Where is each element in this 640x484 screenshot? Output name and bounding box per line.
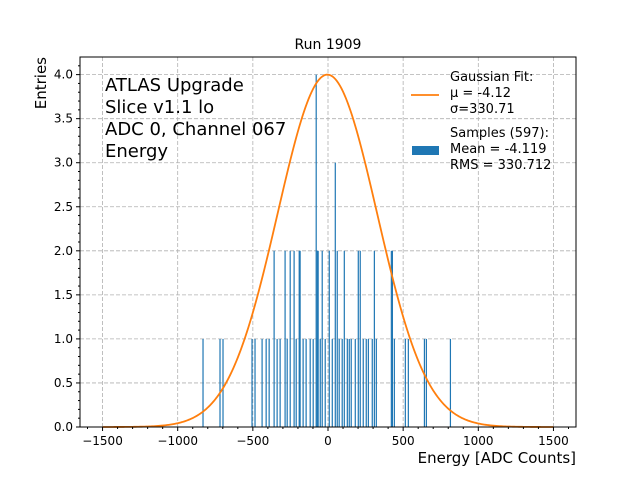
histogram-bar: [222, 338, 224, 427]
legend-fit-label: σ=330.71: [450, 102, 515, 117]
histogram-bar: [302, 338, 304, 427]
histogram-bar: [251, 338, 253, 427]
histogram-bar: [348, 338, 350, 427]
y-tick-label: 2.5: [54, 200, 73, 214]
histogram-bar: [391, 250, 394, 427]
histogram-bar: [357, 250, 359, 427]
histogram-bar: [328, 250, 330, 427]
legend: Gaussian Fit: μ = -4.12 σ=330.71 Samples …: [411, 70, 551, 173]
histogram-bar: [346, 338, 348, 427]
histogram-bar: [309, 338, 311, 427]
legend-samples-label: Mean = -4.119: [450, 142, 546, 157]
chart-title: Run 1909: [295, 37, 362, 53]
histogram-bar: [375, 338, 377, 427]
annotation-line: ATLAS Upgrade: [105, 75, 244, 96]
x-tick-label: 500: [392, 434, 415, 448]
histogram-bar: [265, 338, 267, 427]
y-tick-label: 0.0: [54, 420, 73, 434]
y-tick-label: 1.5: [54, 288, 73, 302]
histogram-bar: [279, 338, 281, 427]
histogram-bar: [319, 338, 321, 427]
y-tick-label: 0.5: [54, 376, 73, 390]
histogram-bar: [367, 338, 369, 427]
x-tick-label: −1500: [82, 434, 123, 448]
x-axis-ticks: −1500 −1000 −500 0 500 1000 1500: [82, 427, 569, 448]
grid: [80, 57, 576, 428]
histogram-bar: [316, 250, 318, 427]
histogram-bar: [202, 338, 204, 427]
legend-samples-patch-icon: [412, 146, 439, 155]
histogram-bar: [425, 338, 427, 427]
histogram-bar: [268, 338, 270, 427]
histogram-bar: [289, 250, 291, 427]
histogram-bar: [371, 338, 373, 427]
histogram-bar: [219, 338, 221, 427]
x-tick-label: −500: [236, 434, 269, 448]
histogram-bar: [324, 338, 326, 427]
histogram-bar: [449, 338, 452, 427]
histogram-bar: [286, 338, 288, 427]
histogram-bar: [317, 250, 319, 427]
legend-fit-label: Gaussian Fit:: [450, 70, 533, 85]
histogram-bar: [407, 338, 409, 427]
histogram-bar: [273, 250, 275, 427]
histogram-bar: [362, 338, 364, 427]
histogram-bar: [261, 338, 263, 427]
annotation-line: Energy: [105, 141, 168, 162]
histogram-bar: [276, 338, 278, 427]
histogram-bar: [350, 338, 352, 427]
y-tick-label: 3.5: [54, 112, 73, 126]
histogram-bar: [331, 338, 333, 427]
histogram-bar: [336, 250, 338, 427]
histogram-bar: [359, 250, 361, 427]
y-tick-label: 4.0: [54, 68, 73, 82]
histogram-bar: [338, 338, 340, 427]
histogram-bar: [334, 162, 336, 427]
x-axis-label: Energy [ADC Counts]: [418, 449, 576, 467]
histogram-bar: [393, 338, 395, 427]
legend-fit-label: μ = -4.12: [450, 86, 511, 101]
histogram-bar: [343, 250, 345, 427]
annotation-line: ADC 0, Channel 067: [105, 119, 286, 140]
histogram-bar: [298, 250, 300, 427]
histogram-bar: [321, 250, 323, 427]
legend-samples-label: Samples (597):: [450, 126, 549, 141]
x-tick-label: 1000: [463, 434, 494, 448]
histogram-bar: [312, 338, 314, 427]
histogram-bar: [354, 338, 356, 427]
gaussian-fit-curve: [102, 73, 554, 428]
histogram-bars: [202, 74, 452, 427]
histogram-bar: [295, 338, 297, 427]
y-axis-ticks: 0.0 0.5 1.0 1.5 2.0 2.5 3.0 3.5 4.0: [54, 65, 80, 434]
histogram-bar: [305, 338, 307, 427]
histogram-bar: [373, 250, 375, 427]
y-tick-label: 2.0: [54, 244, 73, 258]
histogram-bar: [365, 338, 367, 427]
x-tick-label: 0: [324, 434, 332, 448]
y-axis-label: Entries: [32, 57, 50, 109]
x-tick-label: −1000: [157, 434, 198, 448]
legend-samples-label: RMS = 330.712: [450, 158, 551, 173]
histogram-bar: [423, 338, 426, 427]
annotation-line: Slice v1.1 lo: [105, 97, 214, 118]
x-tick-label: 1500: [538, 434, 569, 448]
histogram-bar: [293, 250, 295, 427]
histogram-bar: [315, 74, 317, 427]
histogram-bar: [299, 250, 301, 427]
histogram-bar: [284, 250, 286, 427]
histogram-bar: [341, 338, 343, 427]
histogram-bar: [254, 338, 256, 427]
histogram-bar: [404, 338, 406, 427]
histogram-bar: [390, 250, 392, 427]
y-tick-label: 3.0: [54, 156, 73, 170]
y-tick-label: 1.0: [54, 332, 73, 346]
